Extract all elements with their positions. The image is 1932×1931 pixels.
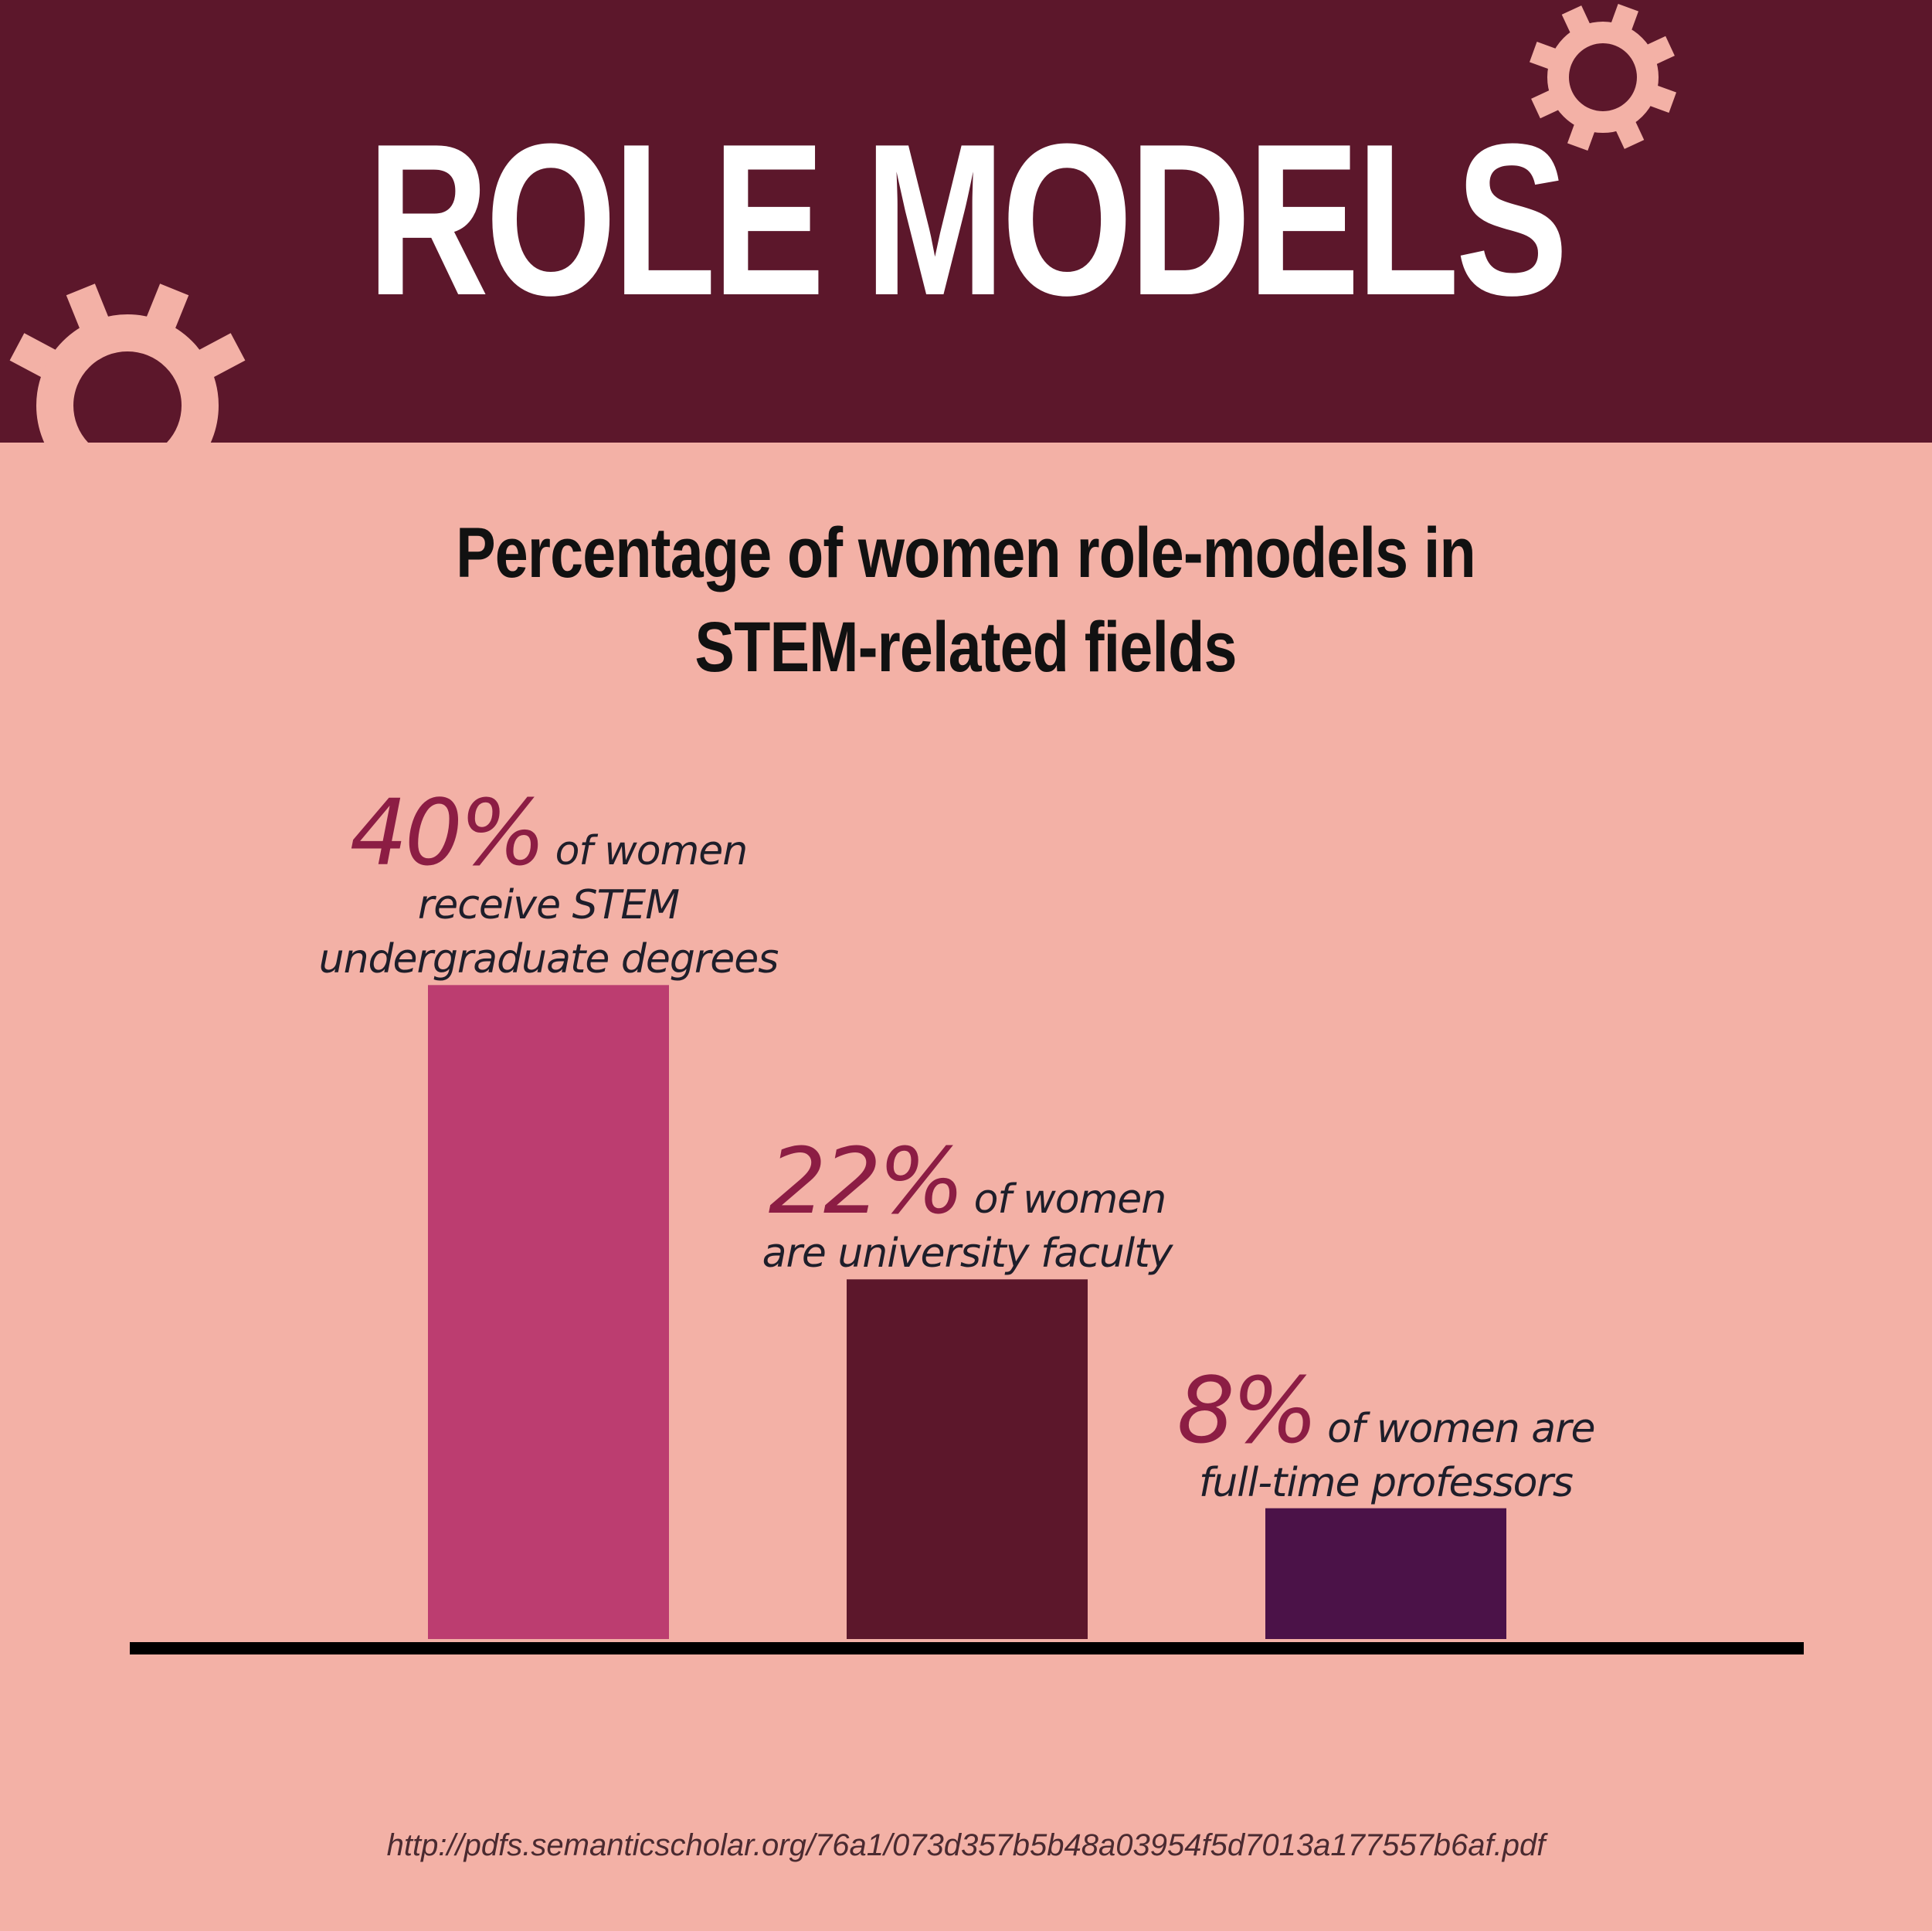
bar-label-3: 8% of women are full-time professors [1092,1365,1679,1510]
gear-icon [9,283,246,443]
header-banner: ROLE MODELS [0,0,1932,443]
bar-value-label: 22% [768,1128,965,1235]
bar-label-1: 40% of women receive STEM undergraduate de… [255,787,842,986]
bar-caption-line: of women are [1315,1405,1595,1452]
source-link[interactable]: http://pdfs.semanticscholar.org/76a1/073… [386,1828,1546,1862]
bar-caption-line: of women [543,828,749,875]
bar-caption-line: are university faculty [762,1230,1173,1278]
bar-3 [1265,1508,1506,1639]
bar-label-2: 22% of women are university faculty [674,1135,1261,1281]
bar-caption-line: undergraduate degrees [318,936,779,983]
bar-value-label: 40% [349,779,546,887]
bar-value-label: 8% [1177,1356,1318,1464]
bar-caption-line: full-time professors [1199,1459,1574,1506]
chart-title: Percentage of women role-models in STEM-… [456,514,1476,687]
gear-icon [1530,4,1676,151]
page-title: ROLE MODELS [367,100,1568,341]
bar-1 [428,985,669,1639]
bar-2 [847,1279,1088,1639]
bar-caption-line: of women [962,1176,1167,1223]
bar-caption-line: receive STEM [417,882,680,929]
